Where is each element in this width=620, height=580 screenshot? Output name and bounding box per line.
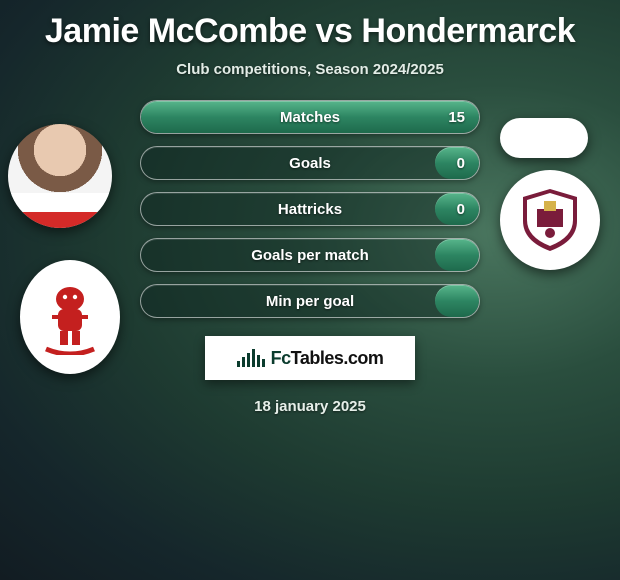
fctables-badge[interactable]: FcTables.com xyxy=(205,336,415,380)
chart-icon xyxy=(237,349,265,367)
stat-label: Goals xyxy=(141,147,479,179)
player1-avatar xyxy=(8,124,112,228)
stat-row: Hattricks0 xyxy=(140,192,480,226)
stats-column: Matches15Goals0Hattricks0Goals per match… xyxy=(140,100,480,318)
club2-logo xyxy=(500,170,600,270)
stat-label: Hattricks xyxy=(141,193,479,225)
stat-label: Matches xyxy=(141,101,479,133)
date-line: 18 january 2025 xyxy=(0,398,620,415)
club1-logo xyxy=(20,260,120,374)
stat-right-value: 15 xyxy=(448,101,465,133)
stat-label: Goals per match xyxy=(141,239,479,271)
stat-label: Min per goal xyxy=(141,285,479,317)
player2-avatar xyxy=(500,118,588,158)
stat-row: Goals per match xyxy=(140,238,480,272)
stat-row: Matches15 xyxy=(140,100,480,134)
stat-row: Min per goal xyxy=(140,284,480,318)
stat-right-value: 0 xyxy=(457,147,465,179)
stat-row: Goals0 xyxy=(140,146,480,180)
badge-text: FcTables.com xyxy=(271,348,384,369)
subtitle: Club competitions, Season 2024/2025 xyxy=(0,61,620,78)
page-title: Jamie McCombe vs Hondermarck xyxy=(0,0,620,55)
stat-right-value: 0 xyxy=(457,193,465,225)
